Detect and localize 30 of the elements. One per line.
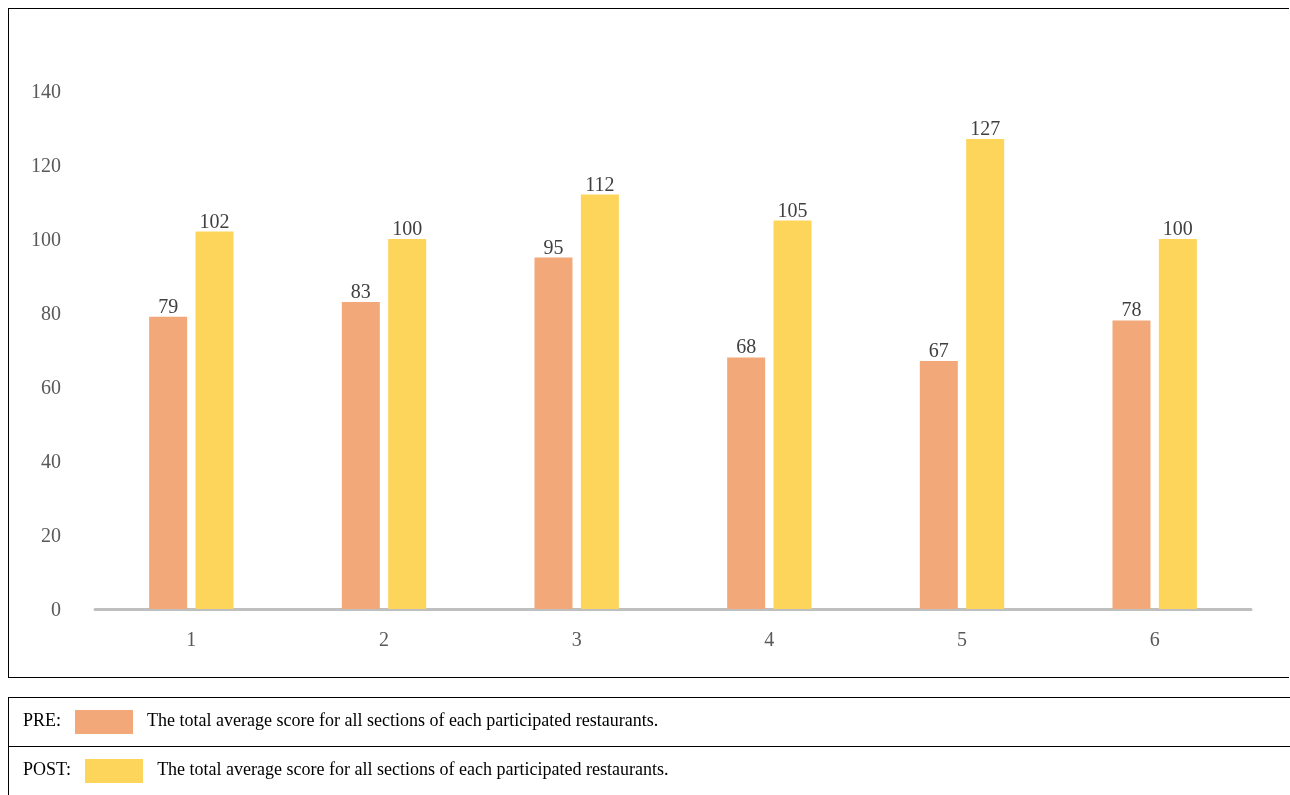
y-tick-label: 20: [41, 524, 61, 546]
y-tick-label: 80: [41, 302, 61, 324]
text: The total average score for all sections of each participated restaurants.: [157, 759, 669, 780]
y-tick-label: 40: [41, 450, 61, 472]
x-tick-label: 4: [764, 628, 775, 650]
data-label: 68: [736, 335, 757, 358]
text: The total average score for all sections of each participated restaurants.: [147, 710, 659, 731]
data-label: 100: [392, 217, 423, 239]
data-label: 127: [970, 117, 1001, 140]
y-tick-label: 60: [41, 376, 61, 398]
data-label: 67: [928, 339, 949, 362]
x-tick-label: 6: [1149, 628, 1160, 650]
data-label: 79: [158, 294, 179, 317]
data-label: 112: [585, 172, 615, 195]
y-tick-label: 100: [31, 228, 61, 250]
x-tick-label: 5: [957, 628, 967, 650]
data-label: 102: [199, 209, 230, 232]
data-label: 83: [350, 279, 371, 302]
y-tick-label: 140: [31, 80, 61, 102]
y-tick-label: 0: [51, 598, 61, 620]
data-label: 78: [1121, 298, 1142, 321]
data-label: 105: [777, 198, 808, 221]
data-label: 95: [543, 235, 564, 258]
x-tick-label: 2: [379, 628, 389, 650]
data-label: 100: [1162, 217, 1193, 239]
legend-label: PRE:: [23, 710, 62, 731]
y-tick-label: 120: [31, 154, 61, 176]
x-tick-label: 3: [571, 628, 582, 650]
legend-label: POST:: [23, 759, 72, 780]
x-tick-label: 1: [186, 628, 197, 650]
